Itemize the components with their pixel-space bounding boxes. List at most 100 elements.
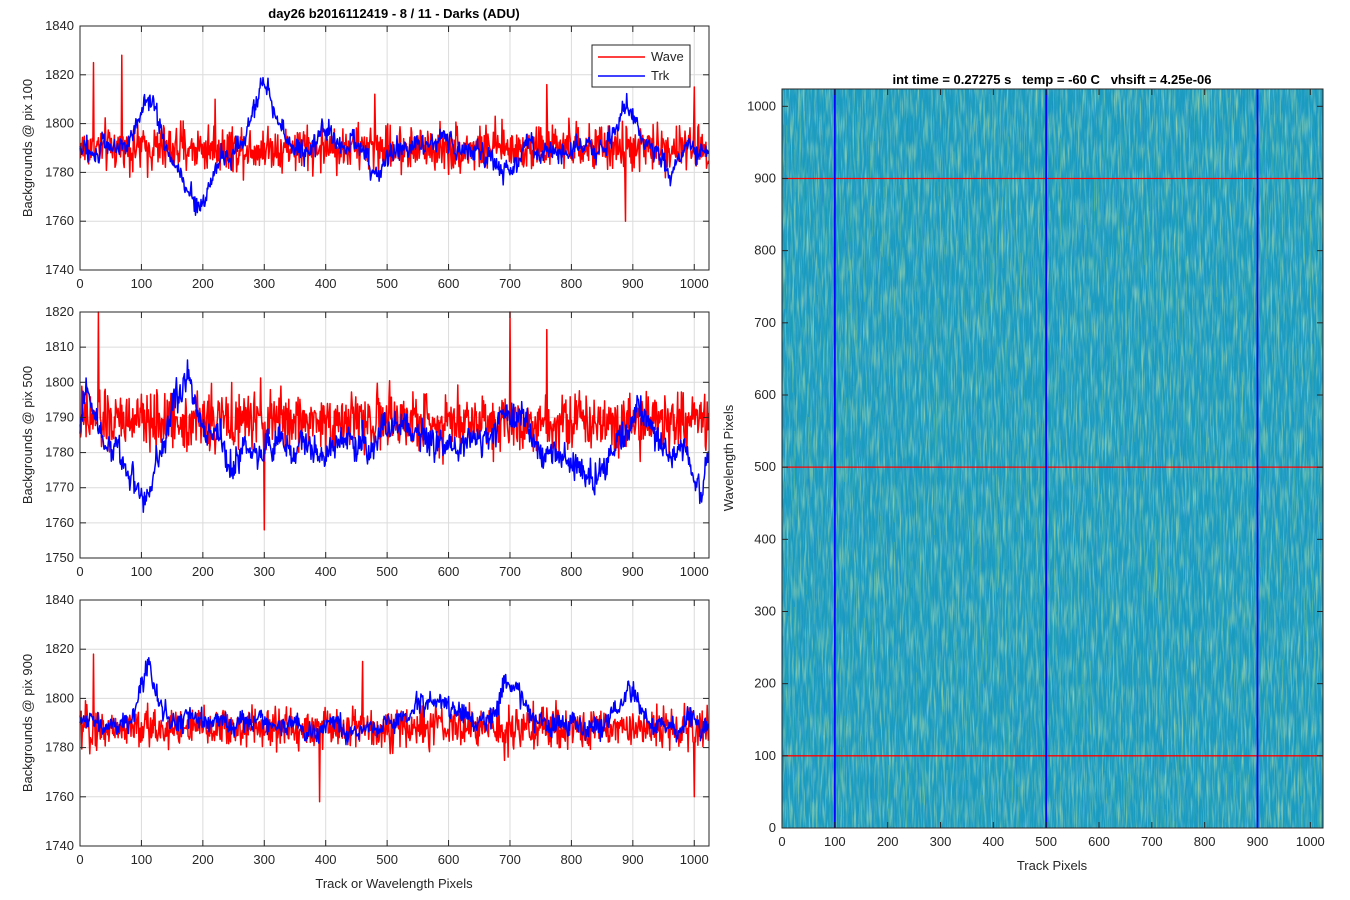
heatmap-streak — [947, 305, 950, 378]
heatmap-streak — [1308, 169, 1311, 193]
heatmap-streak — [1039, 679, 1041, 711]
y-ticks: 1740 1760 1780 1800 1820 1840 — [45, 592, 709, 853]
heatmap-streak — [813, 171, 815, 203]
heatmap-streak — [1141, 554, 1143, 631]
heatmap-streak — [972, 134, 975, 201]
heatmap-streak — [1126, 211, 1129, 230]
series-group — [79, 653, 710, 803]
heatmap-streak — [886, 524, 889, 554]
heatmap-streak — [969, 552, 972, 573]
heatmap-streak — [1244, 249, 1246, 293]
heatmap-streak — [1072, 670, 1074, 691]
heatmap-streak — [920, 311, 923, 364]
heatmap-streak — [1210, 425, 1212, 480]
heatmap-streak — [1012, 769, 1014, 791]
heatmap-streak — [986, 488, 989, 558]
heatmap-streak — [955, 641, 958, 704]
x-tick-label: 900 — [622, 852, 644, 867]
heatmap-streak — [1051, 454, 1053, 494]
heatmap-streak — [879, 373, 881, 406]
heatmap-streak — [1260, 681, 1262, 742]
heatmap-streak — [1168, 403, 1171, 432]
heatmap-streak — [1253, 591, 1256, 653]
heatmap-streak — [1151, 213, 1153, 286]
heatmap-streak — [941, 681, 944, 713]
heatmap-streak — [890, 255, 893, 271]
heatmap-streak — [1060, 428, 1062, 452]
x-tick-label: 900 — [622, 564, 644, 579]
heatmap-streak — [1198, 379, 1201, 459]
heatmap-streak — [1194, 565, 1196, 611]
heatmap-streak — [1285, 480, 1287, 500]
heatmap-streak — [810, 584, 812, 650]
heatmap-streak — [928, 310, 930, 340]
heatmap-streak — [807, 466, 810, 504]
x-tick-label: 0 — [76, 564, 83, 579]
heatmap-streak — [1172, 403, 1175, 444]
heatmap-streak — [1274, 538, 1276, 562]
y-tick-label: 1840 — [45, 592, 74, 607]
heatmap-streak — [865, 493, 868, 512]
heatmap-streak — [894, 488, 897, 510]
heatmap-streak — [1030, 794, 1033, 817]
heatmap-streak — [902, 247, 905, 319]
heatmap-streak — [882, 360, 885, 427]
heatmap-streak — [1103, 702, 1106, 758]
x-tick-label: 300 — [930, 834, 952, 849]
heatmap-streak — [1179, 699, 1181, 776]
heatmap-streak — [921, 192, 924, 253]
heatmap-streak — [1097, 160, 1099, 235]
heatmap-streak — [1031, 791, 1034, 828]
heatmap-streak — [1296, 196, 1298, 230]
heatmap-streak — [814, 605, 816, 661]
x-tick-label: 800 — [1194, 834, 1216, 849]
heatmap-streak — [787, 616, 789, 640]
heatmap-streak — [1159, 300, 1162, 330]
heatmap-streak — [1152, 279, 1154, 338]
x-tick-label: 700 — [1141, 834, 1163, 849]
heatmap-streak — [1049, 516, 1052, 550]
heatmap-streak — [1279, 266, 1281, 330]
heatmap-streak — [1036, 762, 1039, 786]
heatmap-streak — [1155, 208, 1158, 272]
heatmap-streak — [989, 288, 991, 316]
heatmap-streak — [1102, 594, 1104, 655]
heatmap-streak — [1196, 481, 1199, 511]
heatmap-streak — [1242, 317, 1245, 342]
heatmap-streak — [1233, 760, 1236, 797]
heatmap-streak — [893, 453, 896, 523]
heatmap-streak — [816, 708, 818, 759]
heatmap-streak — [978, 347, 981, 375]
y-tick-label: 700 — [754, 315, 776, 330]
heatmap-title: int time = 0.27275 s temp = -60 C vhsift… — [892, 72, 1211, 87]
heatmap-streak — [1022, 519, 1025, 568]
heatmap-streak — [1225, 380, 1227, 433]
heatmap-streak — [1123, 749, 1125, 821]
heatmap-streak — [1083, 355, 1086, 400]
heatmap-streak — [1022, 574, 1025, 628]
heatmap-streak — [1183, 322, 1185, 372]
heatmap-streak — [1034, 324, 1036, 346]
heatmap-streak — [791, 488, 793, 525]
heatmap-streak — [890, 470, 893, 516]
heatmap-streak — [1266, 723, 1268, 786]
heatmap-streak — [974, 201, 976, 261]
heatmap-streak — [1179, 369, 1182, 447]
y-tick-label: 1820 — [45, 304, 74, 319]
y-tick-label: 0 — [769, 820, 776, 835]
heatmap-streak — [997, 346, 1000, 380]
heatmap-streak — [929, 146, 931, 174]
heatmap-streak — [1092, 431, 1095, 508]
y-axis-label: Backgrounds @ pix 100 — [20, 79, 35, 217]
heatmap-streak — [1060, 393, 1062, 428]
heatmap-streak — [937, 327, 939, 350]
heatmap-streak — [951, 436, 954, 468]
heatmap-streak — [817, 638, 820, 656]
heatmap-streak — [988, 94, 990, 128]
heatmap-streak — [1206, 651, 1209, 728]
heatmap-streak — [1082, 684, 1084, 702]
heatmap-streak — [1066, 346, 1069, 410]
heatmap-streak — [1267, 560, 1270, 598]
heatmap-streak — [1065, 182, 1068, 240]
